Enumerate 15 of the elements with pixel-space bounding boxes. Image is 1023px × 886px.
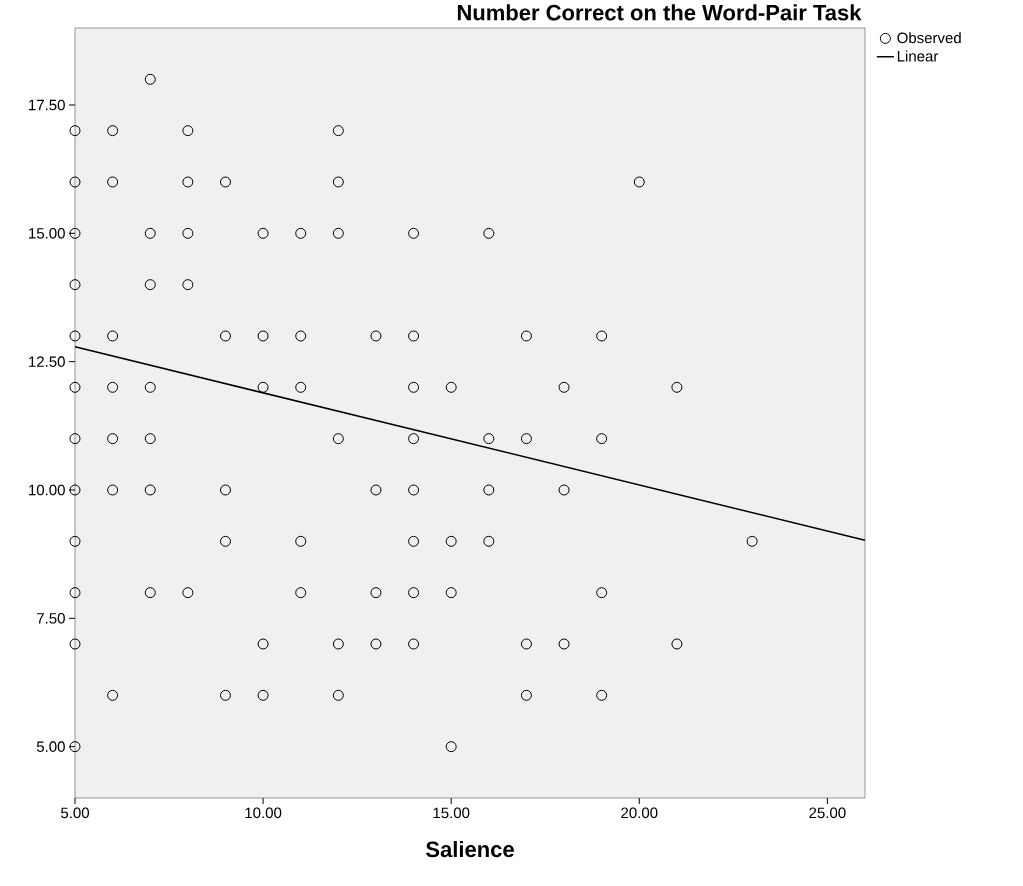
y-tick-label: 12.50 <box>29 356 65 367</box>
y-tick-label: 10.00 <box>29 484 65 496</box>
chart-title: Number Correct on the Word-Pair Task <box>457 4 862 21</box>
legend-label: Observed <box>897 32 961 44</box>
y-tick-label: 17.50 <box>29 99 65 111</box>
x-tick-label: 5.00 <box>61 807 90 819</box>
x-tick-label: 20.00 <box>621 807 658 819</box>
y-tick-label: 7.50 <box>37 613 65 624</box>
y-tick-label: 15.00 <box>29 228 65 239</box>
x-tick-label: 10.00 <box>245 807 282 819</box>
x-tick-label: 15.00 <box>433 807 470 819</box>
y-tick-label: 5.00 <box>36 741 65 752</box>
x-tick-label: 25.00 <box>809 807 846 819</box>
x-axis-title: Salience <box>425 841 514 858</box>
legend-label: Linear <box>897 50 939 62</box>
